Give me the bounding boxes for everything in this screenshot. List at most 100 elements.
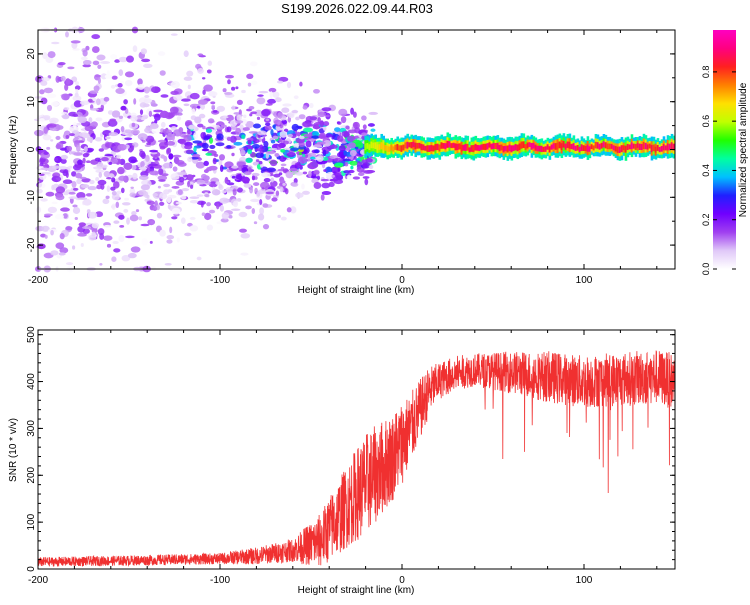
y-tick-label: 0 xyxy=(26,146,37,152)
spectrogram-blob xyxy=(231,208,241,212)
spectrogram-blob xyxy=(104,153,114,157)
spectrogram-blob xyxy=(231,175,236,179)
spectrogram-blob xyxy=(43,151,49,155)
spectrogram-blob xyxy=(138,216,143,221)
spectrogram-blob xyxy=(193,146,197,152)
tone-band-core xyxy=(526,142,530,149)
tone-band-core xyxy=(536,145,540,152)
tone-band-core xyxy=(626,143,630,151)
spectrogram-blob xyxy=(65,226,73,231)
spectrogram-blob xyxy=(191,108,196,115)
spectrogram-blob xyxy=(80,56,88,61)
spectrogram-blob xyxy=(251,208,256,214)
tone-band-core xyxy=(652,144,656,152)
spectrogram-blob xyxy=(243,171,252,176)
tone-band-core xyxy=(622,145,626,151)
spectrogram-blob xyxy=(98,171,103,178)
spectrogram-blob xyxy=(139,102,147,108)
spectrogram-blob xyxy=(206,202,212,207)
tone-band-core xyxy=(492,142,496,149)
spectrogram-blob xyxy=(314,123,319,130)
spectrogram-blob xyxy=(226,145,232,149)
spectrogram-blob xyxy=(118,214,125,220)
tone-band-core xyxy=(394,144,398,150)
spectrogram-blob xyxy=(76,191,86,199)
spectrogram-blob xyxy=(368,111,379,115)
spectrogram-blob xyxy=(71,171,77,177)
tone-band-core xyxy=(382,143,386,151)
spectrogram-blob xyxy=(197,123,204,128)
spectrogram-blob xyxy=(77,116,87,124)
spectrogram-blob xyxy=(145,154,150,162)
spectrogram-blob xyxy=(264,122,271,127)
spectrogram-blob xyxy=(100,156,109,162)
tone-band-core xyxy=(542,146,546,152)
spectrogram-blob xyxy=(80,184,90,189)
spectrogram-blob xyxy=(243,147,247,151)
spectrogram-blob xyxy=(163,189,170,195)
tone-band-core xyxy=(478,145,482,152)
tone-band-core xyxy=(616,146,620,153)
spectrogram-blob xyxy=(307,124,316,127)
spectrogram-blob xyxy=(192,140,202,144)
spectrogram-blob xyxy=(91,46,100,54)
spectrogram-blob xyxy=(100,61,111,64)
tone-band-core xyxy=(656,144,660,151)
spectrogram-blob xyxy=(109,118,117,122)
spectrogram-blob xyxy=(336,121,341,124)
colorbar-tick-label: 0.8 xyxy=(701,66,711,79)
spectrogram-blob xyxy=(295,116,300,121)
tone-band-core xyxy=(440,142,444,149)
spectrogram-blob xyxy=(251,172,260,177)
spectrogram-blob xyxy=(114,59,120,63)
spectrogram-blob xyxy=(60,200,70,206)
spectrogram-blob xyxy=(220,124,228,128)
tone-band-core xyxy=(606,143,610,150)
spectrogram-blob xyxy=(270,177,274,183)
spectrogram-blob xyxy=(50,101,60,107)
colorbar-gradient xyxy=(713,30,736,269)
tone-band-core xyxy=(480,144,484,150)
spectrogram-blob xyxy=(52,81,57,87)
spectrogram-blob xyxy=(282,103,292,107)
spectrogram-blob xyxy=(314,143,322,148)
y-tick-label: 20 xyxy=(26,48,37,60)
spectrogram-blob xyxy=(346,135,356,142)
spectrogram-blob xyxy=(148,110,153,117)
spectrogram-blob xyxy=(236,198,242,202)
spectrogram-blob xyxy=(137,78,143,86)
spectrogram-blob xyxy=(309,102,314,109)
tone-band-core xyxy=(476,144,480,151)
tone-band-core xyxy=(422,144,426,151)
spectrogram-blob xyxy=(59,247,69,254)
spectrogram-blob xyxy=(317,116,321,124)
spectrogram-blob xyxy=(72,113,79,118)
tone-band-core xyxy=(672,143,676,151)
tone-band-core xyxy=(528,142,532,148)
spectrogram-blob xyxy=(325,114,330,118)
spectrogram-blob xyxy=(295,171,304,176)
spectrogram-blob xyxy=(99,263,103,266)
spectrogram-blob xyxy=(88,185,97,191)
spectrogram-blob xyxy=(325,133,333,138)
spectrogram-blob xyxy=(276,80,284,84)
spectrogram-blob xyxy=(243,114,247,119)
tone-band-core xyxy=(378,144,382,150)
spectrogram-blob xyxy=(255,148,264,152)
tone-band-core xyxy=(452,142,456,148)
tone-band-core xyxy=(628,144,632,150)
spectrogram-blob xyxy=(184,144,193,150)
spectrogram-blob xyxy=(76,122,82,126)
spectrogram-blob xyxy=(95,176,100,182)
spectrogram-blob xyxy=(73,152,83,156)
spectrogram-blob xyxy=(71,41,78,49)
tone-band-core xyxy=(580,144,584,151)
spectrogram-blob xyxy=(157,51,166,56)
spectrogram-blob xyxy=(95,117,103,122)
spectrogram-blob xyxy=(169,226,173,234)
spectrogram-blob xyxy=(329,178,338,182)
spectrogram-blob xyxy=(349,160,358,166)
spectrogram-blob xyxy=(268,87,277,93)
tone-band-core xyxy=(428,145,432,152)
spectrogram-blob xyxy=(262,203,269,208)
